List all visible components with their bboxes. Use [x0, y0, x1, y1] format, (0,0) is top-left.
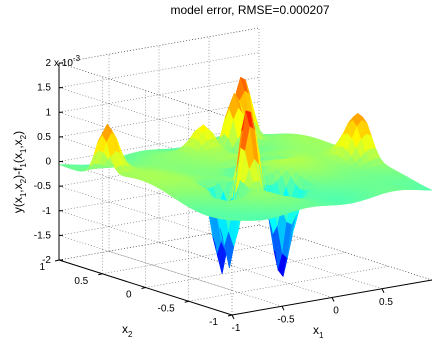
z-tick-label: -1 [42, 206, 51, 217]
z-tick-label: 1 [45, 107, 51, 118]
x-axis-label: x1 [313, 323, 324, 340]
back-wall-grid-line [58, 200, 260, 236]
top-grid-line [58, 27, 260, 64]
x-tick-mark [281, 306, 285, 311]
y-tick-mark [227, 314, 233, 317]
y-tick-label: -1 [209, 317, 218, 328]
floor-grid-line [158, 242, 333, 298]
floor-grid-line [102, 238, 303, 275]
z-axis-label-part: 1 [19, 148, 28, 153]
axes-front-frame [54, 62, 433, 320]
z-tick-label: -0.5 [34, 181, 52, 192]
z-axis-label-part: 2 [19, 134, 28, 139]
x-tick-label: 0 [333, 306, 339, 317]
z-tick-label: 0.5 [37, 132, 51, 143]
side-wall-grid-line [58, 210, 233, 267]
back-wall-grid-line [58, 150, 260, 187]
z-tick-label: 1.5 [37, 83, 51, 94]
y-tick-mark [141, 287, 146, 289]
y-tick-label: -0.5 [158, 303, 176, 314]
floor-grid-line [108, 250, 283, 307]
side-wall-grid-line [58, 235, 233, 291]
error-surface [58, 76, 433, 278]
back-wall-grid-line [58, 52, 260, 88]
x-tick-mark [231, 314, 235, 320]
y-tick-label: 0.5 [74, 276, 88, 287]
floor-grid-line [258, 224, 433, 281]
z-axis-label-part: ,x [11, 139, 25, 148]
z-axis-label-part: ,x [11, 183, 25, 192]
y-axis-label: x2 [122, 322, 133, 339]
back-wall-grid-line [58, 126, 260, 162]
y-tick-mark [54, 259, 60, 262]
floor-grid-line [208, 233, 383, 290]
z-axis-label-part: 1 [19, 192, 28, 197]
y-tick-mark [98, 273, 103, 276]
floor-grid-line [188, 265, 389, 302]
back-wall-grid-line [58, 175, 260, 212]
z-scale-label: x 10-3 [54, 54, 81, 69]
y-tick-label: 0 [126, 290, 132, 301]
x-tick-mark [381, 288, 385, 293]
z-tick-label: 2 [45, 58, 51, 69]
z-tick-label: 0 [45, 157, 51, 168]
z-tick-label: -1.5 [34, 230, 52, 241]
z-axis-label-part: (x [11, 153, 25, 163]
chart-title: model error, RMSE=0.000207 [170, 3, 329, 17]
tick-labels: -1-0.500.5-1-0.500.51-2-1.5-1-0.500.511.… [34, 58, 394, 334]
top-grid-line [58, 62, 233, 119]
z-axis-label-part: )-f [11, 167, 25, 179]
back-wall-grid-line [58, 101, 260, 138]
z-axis-label-part: y(x [11, 197, 25, 213]
x-tick-label: -1 [232, 323, 241, 334]
x-tick-label: -0.5 [277, 314, 295, 325]
z-axis-label-part: 1 [19, 163, 28, 168]
z-axis-label-part: ) [11, 131, 25, 135]
z-axis-label-part: 2 [19, 178, 28, 183]
x-tick-mark [331, 297, 335, 302]
back-wall-grid-line [58, 224, 260, 261]
floor-grid-line [145, 252, 346, 288]
x-tick-label: 0.5 [379, 297, 393, 308]
surface-patch [422, 187, 433, 191]
side-wall-grid-line [58, 185, 233, 242]
y-tick-label: 1 [39, 262, 45, 273]
z-axis-label: y(x1,x2)-f1(x1,x2) [11, 131, 28, 213]
y-tick-mark [184, 300, 189, 303]
z-tick-label: -2 [42, 255, 51, 266]
back-wall-grid-line [58, 76, 260, 113]
